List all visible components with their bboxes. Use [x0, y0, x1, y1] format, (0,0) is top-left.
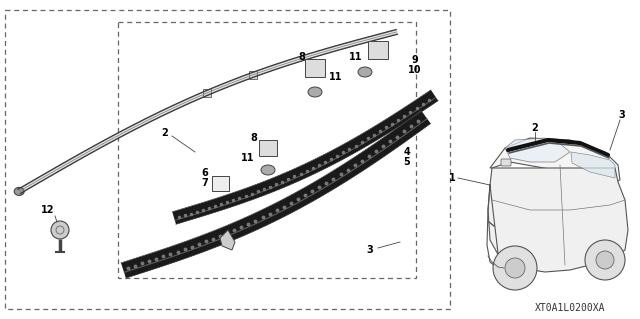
Polygon shape: [505, 138, 570, 162]
Text: 2: 2: [162, 128, 168, 138]
Circle shape: [493, 246, 537, 290]
Circle shape: [585, 240, 625, 280]
Bar: [249, 71, 257, 79]
Text: 3: 3: [367, 245, 373, 255]
Text: 9: 9: [412, 55, 419, 65]
Ellipse shape: [14, 187, 24, 196]
Ellipse shape: [261, 165, 275, 175]
FancyBboxPatch shape: [368, 41, 388, 59]
Circle shape: [505, 258, 525, 278]
Polygon shape: [172, 90, 438, 224]
FancyBboxPatch shape: [259, 140, 277, 156]
Bar: [204, 89, 211, 97]
FancyBboxPatch shape: [305, 59, 325, 77]
Text: 1: 1: [449, 173, 456, 183]
Text: 5: 5: [404, 157, 410, 167]
Text: 11: 11: [241, 153, 255, 163]
Polygon shape: [571, 152, 615, 178]
Circle shape: [51, 221, 69, 239]
Polygon shape: [121, 111, 431, 278]
Text: 8: 8: [299, 52, 305, 62]
FancyBboxPatch shape: [211, 175, 228, 190]
Text: 10: 10: [408, 65, 422, 75]
Bar: [5, 10, 450, 309]
Polygon shape: [18, 29, 398, 194]
Text: 11: 11: [329, 72, 343, 82]
Text: 12: 12: [41, 205, 55, 215]
Text: 7: 7: [202, 178, 209, 188]
Text: 8: 8: [251, 133, 257, 143]
Polygon shape: [220, 230, 235, 250]
FancyBboxPatch shape: [501, 159, 511, 166]
Polygon shape: [490, 138, 620, 182]
Text: 11: 11: [349, 52, 363, 62]
Text: 3: 3: [619, 110, 625, 120]
Polygon shape: [488, 168, 628, 272]
Bar: [118, 22, 416, 278]
Text: 2: 2: [532, 123, 538, 133]
Text: 4: 4: [404, 147, 410, 157]
Ellipse shape: [358, 67, 372, 77]
Text: XT0A1L0200XA: XT0A1L0200XA: [535, 303, 605, 313]
Ellipse shape: [308, 87, 322, 97]
Circle shape: [596, 251, 614, 269]
Text: 6: 6: [202, 168, 209, 178]
